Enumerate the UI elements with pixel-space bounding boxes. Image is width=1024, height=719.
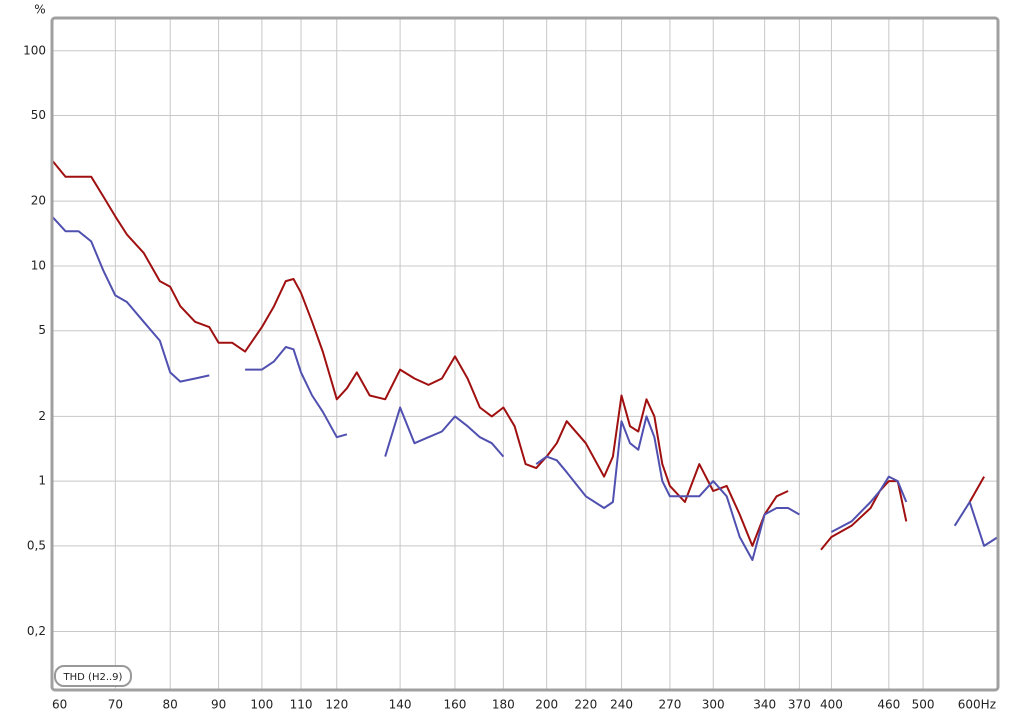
x-tick-label: 500 xyxy=(912,698,935,712)
x-tick-label: 370 xyxy=(788,698,811,712)
x-tick-label: 200 xyxy=(535,698,558,712)
grid xyxy=(51,18,999,690)
x-tick-label: 300 xyxy=(702,698,725,712)
x-tick-label: 120 xyxy=(325,698,348,712)
x-tick-label: 100 xyxy=(250,698,273,712)
y-tick-label: 100 xyxy=(23,43,46,57)
series-line xyxy=(51,215,999,561)
x-tick-label: 460 xyxy=(877,698,900,712)
y-tick-label: 20 xyxy=(31,194,46,208)
lines xyxy=(51,159,999,561)
plot-area xyxy=(52,18,998,690)
x-tick-label: 340 xyxy=(753,698,776,712)
y-tick-label: 5 xyxy=(38,323,46,337)
x-tick-label: 600Hz xyxy=(958,698,996,712)
x-tick-label: 160 xyxy=(444,698,467,712)
x-tick-label: 400 xyxy=(820,698,843,712)
y-tick-label: 1 xyxy=(38,474,46,488)
plot-frame xyxy=(50,16,1000,692)
x-tick-label: 180 xyxy=(492,698,515,712)
x-tick-label: 80 xyxy=(163,698,178,712)
y-tick-label: 10 xyxy=(31,258,46,272)
x-tick-label: 140 xyxy=(389,698,412,712)
x-tick-label: 90 xyxy=(211,698,226,712)
legend-box xyxy=(54,665,132,687)
x-tick-label: 110 xyxy=(290,698,313,712)
legend-label: THD (H2..9) xyxy=(63,672,123,683)
y-tick-label: 2 xyxy=(38,409,46,423)
x-tick-label: 70 xyxy=(108,698,123,712)
x-tick-label: 270 xyxy=(658,698,681,712)
y-tick-label: 50 xyxy=(31,108,46,122)
y-tick-label: 0,2 xyxy=(27,624,46,638)
x-tick-label: 60 xyxy=(52,698,67,712)
y-tick-label: 0,5 xyxy=(27,538,46,552)
x-tick-label: 240 xyxy=(610,698,633,712)
x-tick-label: 220 xyxy=(574,698,597,712)
y-unit: % xyxy=(34,3,45,17)
